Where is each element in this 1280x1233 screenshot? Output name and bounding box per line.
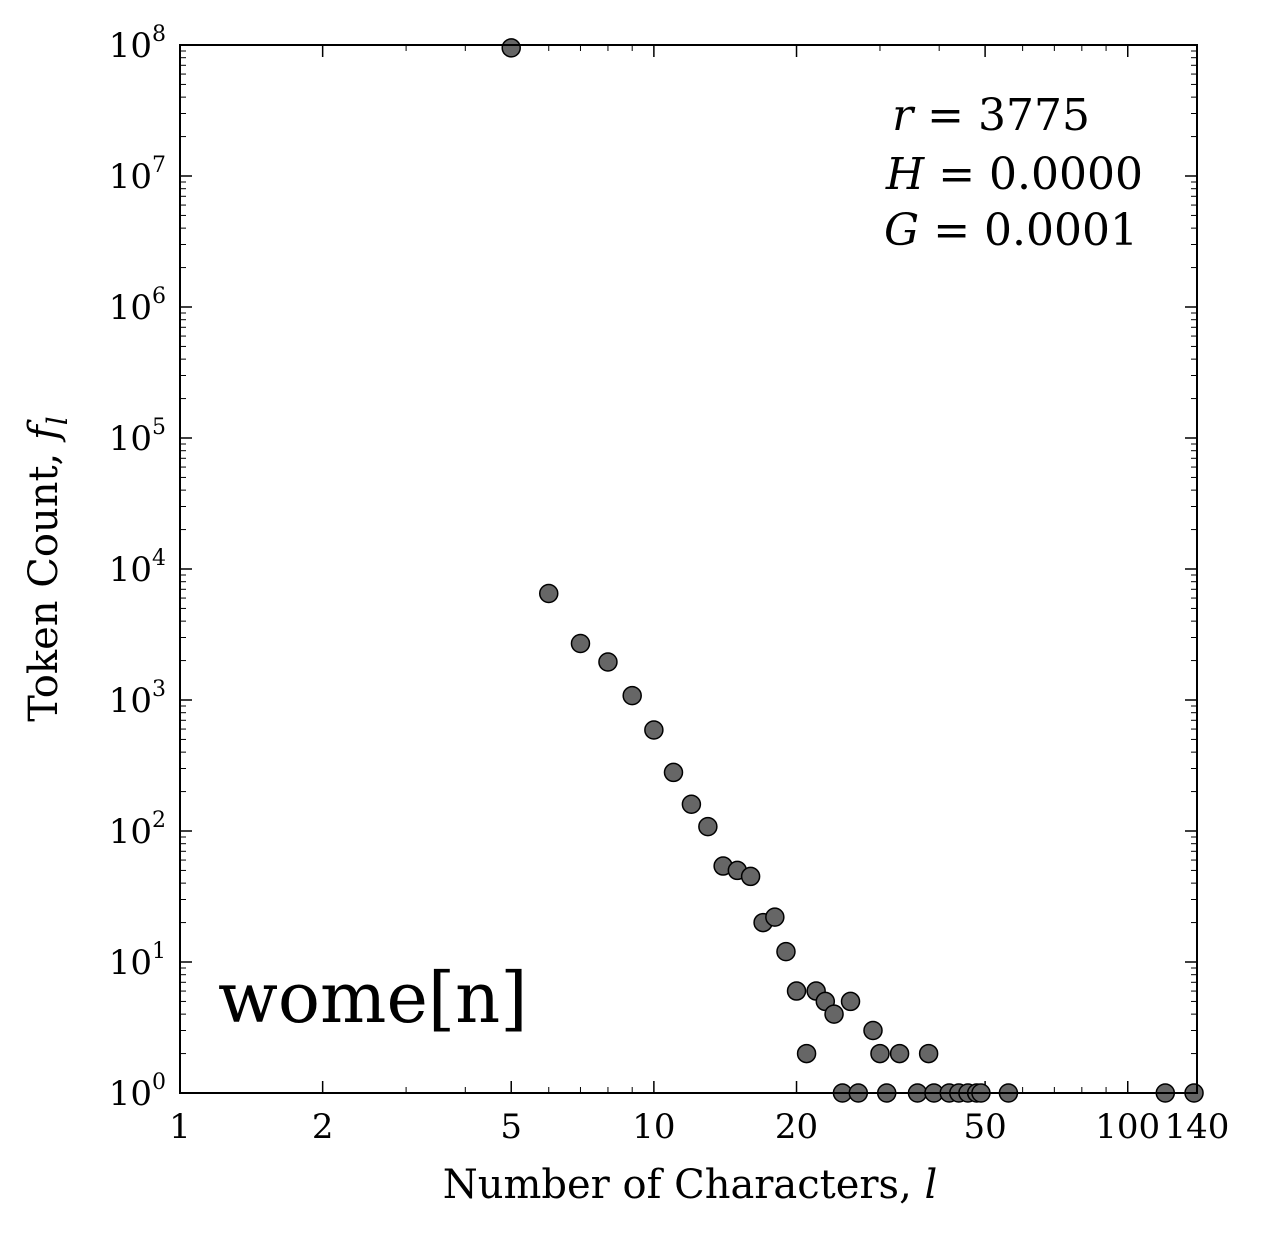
y-tick-label: 101 [109, 939, 166, 983]
data-point [918, 1043, 939, 1064]
y-tick-label: 102 [109, 808, 166, 852]
data-point [765, 907, 785, 927]
stat-r: r = 3775 [892, 90, 1090, 141]
data-point [663, 762, 684, 783]
data-point [889, 1043, 910, 1064]
data-point [870, 1043, 890, 1064]
y-tick-labels: 100 101 102 103 104 105 106 107 108 [109, 22, 166, 1114]
stats-block: r = 3775 H = 0.0000 G = 0.0001 [884, 90, 1143, 256]
stat-g: G = 0.0001 [884, 205, 1138, 256]
x-tick-label: 10 [632, 1107, 675, 1147]
stat-h: H = 0.0000 [885, 149, 1143, 200]
data-point [786, 981, 807, 1001]
y-tick-label: 104 [109, 546, 166, 590]
data-point [824, 1004, 844, 1024]
data-point [796, 1043, 817, 1064]
y-axis-label: Token Count, fl [21, 416, 74, 722]
x-axis-label: Number of Characters, l [443, 1162, 938, 1208]
y-tick-label: 100 [109, 1070, 166, 1114]
data-point [501, 38, 521, 58]
data-point [863, 1020, 883, 1041]
data-point [698, 816, 718, 837]
data-point [598, 652, 618, 672]
data-point [570, 633, 591, 654]
data-point [681, 794, 702, 815]
data-point [538, 583, 559, 604]
data-point [840, 991, 861, 1012]
x-tick-label: 140 [1165, 1107, 1230, 1147]
x-tick-label: 50 [963, 1107, 1006, 1147]
x-tick-label: 5 [500, 1107, 522, 1147]
y-tick-label: 103 [109, 677, 166, 721]
x-tick-label: 100 [1095, 1107, 1160, 1147]
data-point [644, 720, 664, 740]
data-point [740, 866, 761, 887]
x-tick-label: 2 [312, 1107, 334, 1147]
y-tick-label: 107 [109, 153, 166, 197]
plot-frame [179, 44, 1198, 1094]
y-tick-label: 108 [109, 22, 166, 66]
x-tick-label: 20 [775, 1107, 818, 1147]
word-annotation: wome[n] [218, 957, 528, 1039]
x-tick-labels: 1 2 5 10 20 50 100 140 [169, 1107, 1229, 1147]
data-point [622, 685, 642, 706]
y-tick-label: 106 [109, 284, 166, 328]
data-point [776, 941, 796, 962]
x-tick-label: 1 [169, 1107, 191, 1147]
ticks-layer [179, 44, 1198, 1094]
y-tick-label: 105 [109, 415, 166, 459]
